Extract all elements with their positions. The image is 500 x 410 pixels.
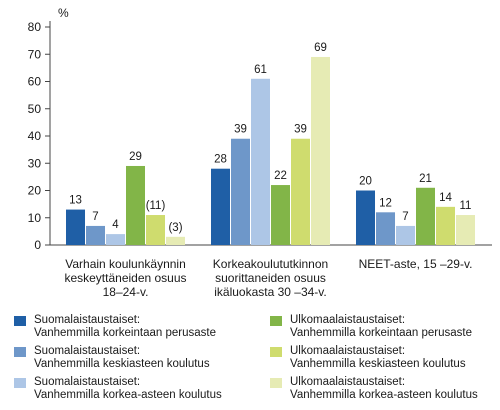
bar [251, 78, 270, 246]
legend-item: Ulkomaalaistaustaiset: Vanhemmilla keskia… [270, 345, 500, 371]
legend-label: Ulkomaalaistaustaiset: Vanhemmilla korkea… [290, 376, 478, 402]
data-label: 12 [379, 197, 392, 209]
data-label: 69 [314, 42, 327, 54]
bar-chart: % 0 10 20 30 40 50 60 70 80 13 28 20 7 39 12 4 61 7 29 22 21 (… [28, 6, 492, 299]
data-label: (3) [168, 222, 182, 234]
legend-item: Suomalaistaustaiset: Vanhemmilla keskiast… [14, 345, 254, 371]
bar [211, 168, 230, 245]
legend-label-line: Ulkomaalaistaustaiset: [290, 314, 406, 326]
x-category-label: ikäluokasta 30 –34-v. [214, 285, 327, 299]
y-unit-label: % [58, 6, 69, 20]
data-label: 14 [439, 192, 452, 204]
bar [106, 234, 125, 245]
legend-label: Suomalaistaustaiset: Vanhemmilla keskiast… [34, 345, 210, 371]
x-category-label: NEET-aste, 15 –29-v. [359, 257, 473, 271]
y-tick-label: 10 [28, 211, 42, 225]
legend-item: Ulkomaalaistaustaiset: Vanhemmilla korkea… [270, 376, 500, 402]
bar [436, 206, 455, 245]
y-tick-label: 70 [28, 47, 42, 61]
data-label: 11 [460, 200, 472, 212]
x-category-label: Varhain koulunkäynnin [65, 257, 186, 271]
bar [356, 190, 375, 245]
data-label: 20 [359, 176, 372, 188]
legend-label-line: Ulkomaalaistaustaiset: [290, 376, 406, 388]
legend-swatch [14, 378, 26, 388]
legend-swatch [14, 316, 26, 326]
data-label: 39 [294, 124, 307, 136]
data-label: 61 [254, 64, 267, 76]
x-category-label: 18–24-v. [103, 285, 149, 299]
y-tick-label: 30 [28, 156, 42, 170]
legend-swatch [270, 378, 282, 388]
bar [146, 215, 165, 245]
y-tick-label: 0 [34, 238, 41, 252]
x-category-label: keskeyttäneiden osuus [64, 271, 186, 285]
bar [166, 236, 185, 245]
legend-label-line: Vanhemmilla korkea-asteen koulutus [34, 389, 222, 401]
legend-item: Suomalaistaustaiset: Vanhemmilla korkea-a… [14, 376, 254, 402]
bar [456, 215, 475, 245]
y-tick-label: 40 [28, 129, 42, 143]
y-tick-label: 60 [28, 75, 42, 89]
legend-item: Suomalaistaustaiset: Vanhemmilla korkeint… [14, 314, 254, 340]
legend-swatch [270, 316, 282, 326]
bar [86, 225, 105, 245]
bar [66, 209, 85, 245]
bar [376, 212, 395, 245]
legend-label-line: Vanhemmilla korkeintaan perusaste [290, 327, 472, 339]
legend-label-line: Vanhemmilla korkeintaan perusaste [34, 327, 216, 339]
data-label: 21 [419, 173, 432, 185]
data-label: (11) [146, 200, 166, 212]
data-label: 4 [112, 219, 119, 231]
legend-label: Suomalaistaustaiset: Vanhemmilla korkea-a… [34, 376, 222, 402]
y-tick-label: 80 [28, 20, 42, 34]
bar [311, 56, 330, 245]
legend-label-line: Vanhemmilla keskiasteen koulutus [34, 358, 210, 370]
legend-swatch [14, 347, 26, 357]
x-category-label: Korkeakoulututkinnon [213, 257, 328, 271]
data-label: 28 [214, 154, 227, 166]
data-label: 39 [234, 124, 247, 136]
bar [416, 187, 435, 245]
legend-label-line: Suomalaistaustaiset: [34, 345, 141, 357]
legend-label-line: Suomalaistaustaiset: [34, 314, 141, 326]
legend-swatch [270, 347, 282, 357]
data-label: 29 [129, 151, 142, 163]
y-tick-label: 20 [28, 184, 42, 198]
legend-label-line: Suomalaistaustaiset: [34, 376, 141, 388]
bar [396, 225, 415, 245]
bar [231, 138, 250, 245]
legend-label-line: Ulkomaalaistaustaiset: [290, 345, 406, 357]
legend-label-line: Vanhemmilla keskiasteen koulutus [290, 358, 466, 370]
legend-label: Suomalaistaustaiset: Vanhemmilla korkeint… [34, 314, 216, 340]
bar [271, 185, 290, 245]
y-tick-label: 50 [28, 102, 42, 116]
data-label: 7 [92, 211, 98, 223]
legend-label-line: Vanhemmilla korkea-asteen koulutus [290, 389, 478, 401]
legend-item: Ulkomaalaistaustaiset: Vanhemmilla korkei… [270, 314, 500, 340]
legend-label: Ulkomaalaistaustaiset: Vanhemmilla korkei… [290, 314, 472, 340]
legend-label: Ulkomaalaistaustaiset: Vanhemmilla keskia… [290, 345, 466, 371]
data-label: 7 [402, 211, 408, 223]
data-label: 13 [69, 195, 82, 207]
bar [126, 165, 145, 245]
x-category-label: suorittaneiden osuus [215, 271, 326, 285]
data-label: 22 [274, 170, 287, 182]
bar [291, 138, 310, 245]
